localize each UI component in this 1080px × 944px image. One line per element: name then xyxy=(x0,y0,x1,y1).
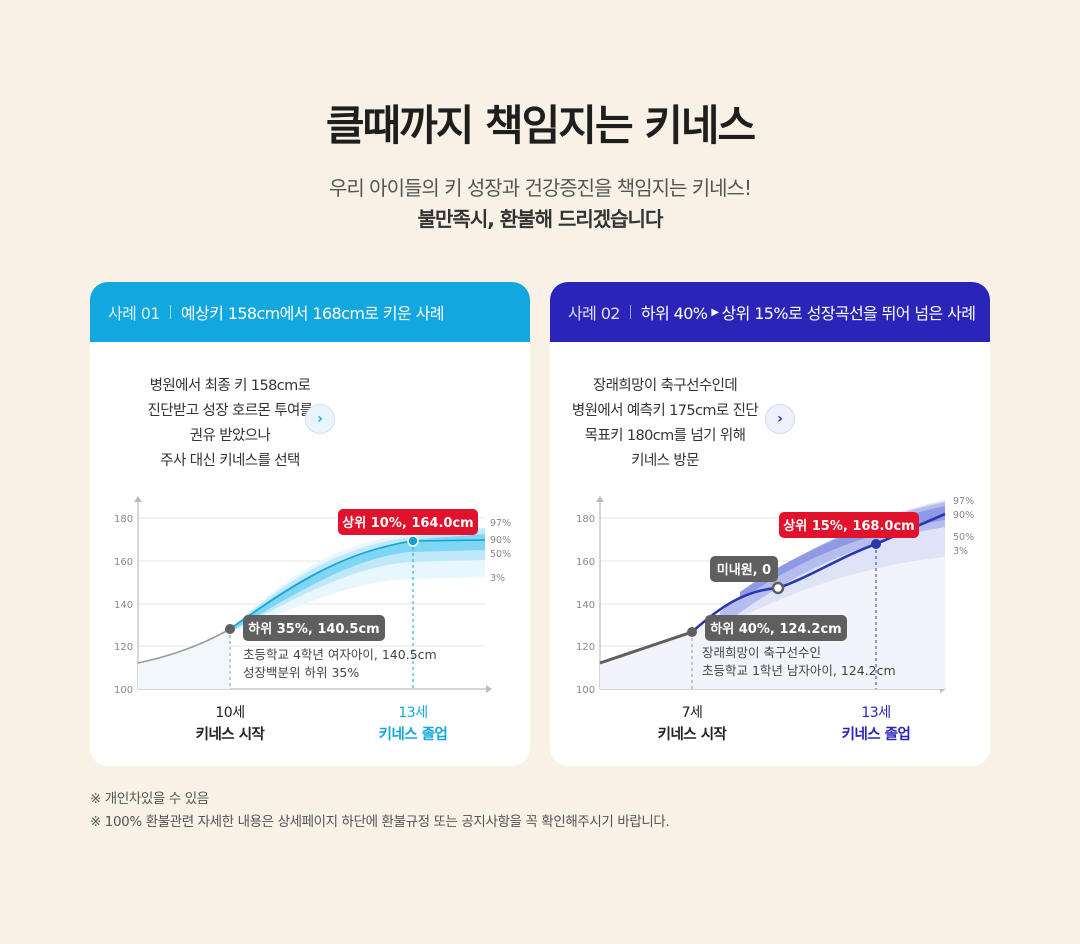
point-start xyxy=(225,624,235,634)
refund-promise: 불만족시, 환불해 드리겠습니다 xyxy=(417,207,664,231)
more-button[interactable]: › xyxy=(305,404,335,434)
percentile-label: 97% xyxy=(490,518,511,529)
end-label: 키네스 졸업 xyxy=(378,727,448,743)
point-end xyxy=(407,535,419,547)
y-axis-arrow xyxy=(134,496,142,502)
band-outer xyxy=(230,528,485,632)
start-tag: 하위 40%, 124.2cm xyxy=(710,621,841,637)
percentile-label: 3% xyxy=(953,546,968,557)
case-number: 사례 01 xyxy=(108,304,160,323)
divider xyxy=(629,305,631,319)
case-headline-a: 하위 40% xyxy=(640,304,708,323)
y-axis-arrow xyxy=(596,496,604,502)
case-note: 초등학교 1학년 남자아이, 124.2cm xyxy=(702,663,896,678)
page-title: 클때까지 책임지는 키네스 xyxy=(325,101,756,150)
desc-line: 장래희망이 축구선수인데 xyxy=(592,378,738,394)
case-description: 장래희망이 축구선수인데 병원에서 예측키 175cm로 진단 목표키 180c… xyxy=(565,374,765,474)
case-headline: 예상키 158cm에서 168cm로 키운 사례 xyxy=(180,304,445,323)
case-note: 성장백분위 하위 35% xyxy=(243,665,359,680)
x-axis-arrow xyxy=(486,685,492,693)
percentile-label: 50% xyxy=(490,549,511,560)
case-card-header: 사례 01 예상키 158cm에서 168cm로 키운 사례 xyxy=(90,282,530,342)
end-age: 13세 xyxy=(861,705,891,721)
band-inner xyxy=(230,534,485,632)
start-tag-bg xyxy=(705,615,847,641)
start-label: 키네스 시작 xyxy=(195,727,265,743)
percentile-label: 90% xyxy=(490,535,511,546)
desc-line: 병원에서 예측키 175cm로 진단 xyxy=(571,403,759,419)
start-age: 10세 xyxy=(215,705,245,721)
point-end xyxy=(871,539,881,549)
point-start xyxy=(687,627,697,637)
desc-line: 목표키 180cm를 넘기 위해 xyxy=(584,428,746,444)
case-description: 병원에서 최종 키 158cm로 진단받고 성장 호르몬 투여를 권유 받았으나… xyxy=(110,374,350,474)
end-tag-bg xyxy=(338,509,478,535)
area-lower-left xyxy=(600,632,692,689)
start-label: 키네스 시작 xyxy=(657,727,727,743)
x-label-end: 13세 키네스 졸업 xyxy=(343,702,483,746)
end-tag-bg xyxy=(779,512,919,538)
case-note: 장래희망이 축구선수인 xyxy=(702,645,821,660)
mid-tag-bg xyxy=(710,556,778,582)
y-tick-label: 160 xyxy=(576,557,595,568)
y-tick-label: 120 xyxy=(576,642,595,653)
end-tag: 상위 15%, 168.0cm xyxy=(783,519,914,534)
desc-line: 주사 대신 키네스를 선택 xyxy=(160,453,300,469)
y-tick-label: 180 xyxy=(576,514,595,525)
desc-line: 병원에서 최종 키 158cm로 xyxy=(149,378,311,394)
end-age: 13세 xyxy=(398,705,428,721)
area-lower xyxy=(138,629,230,689)
desc-line: 진단받고 성장 호르몬 투여를 xyxy=(147,403,314,419)
case-headline-b: 상위 15%로 성장곡선을 뛰어 넘은 사례 xyxy=(721,304,976,323)
desc-line: 키네스 방문 xyxy=(631,453,699,469)
footnote: ※ 100% 환불관련 자세한 내용은 상세페이지 하단에 환불규정 또는 공지… xyxy=(90,814,670,830)
end-label: 키네스 졸업 xyxy=(841,727,911,743)
start-tag-bg xyxy=(243,615,385,641)
end-tag: 상위 10%, 164.0cm xyxy=(342,516,473,531)
start-age: 7세 xyxy=(681,705,703,721)
desc-line: 권유 받았으나 xyxy=(189,428,271,444)
case-card-1: 사례 01 예상키 158cm에서 168cm로 키운 사례 병원에서 최종 키… xyxy=(90,282,530,766)
x-label-end: 13세 키네스 졸업 xyxy=(806,702,946,746)
x-label-start: 7세 키네스 시작 xyxy=(622,702,762,746)
growth-chart: 180 160 140 120 100 97% 90% 50% 3% 상위 10… xyxy=(114,496,511,696)
case-number: 사례 02 xyxy=(568,304,620,323)
percentile-label: 50% xyxy=(953,532,974,543)
y-tick-label: 160 xyxy=(114,557,133,568)
x-label-start: 10세 키네스 시작 xyxy=(160,702,300,746)
case-card-header: 사례 02 하위 40% ▶ 상위 15%로 성장곡선을 뛰어 넘은 사례 xyxy=(550,282,990,342)
y-tick-label: 120 xyxy=(114,642,133,653)
divider xyxy=(169,305,171,319)
footnote: ※ 개인차있을 수 있음 xyxy=(90,791,209,807)
start-tag: 하위 35%, 140.5cm xyxy=(248,621,379,637)
case-card-2: 사례 02 하위 40% ▶ 상위 15%로 성장곡선을 뛰어 넘은 사례 장래… xyxy=(550,282,990,766)
series-line-before xyxy=(599,630,693,665)
y-tick-label: 180 xyxy=(114,514,133,525)
percentile-label: 97% xyxy=(953,496,974,507)
y-tick-label: 140 xyxy=(576,600,595,611)
mid-tag: 미내원, 0 xyxy=(717,562,771,578)
series-line-after xyxy=(229,539,486,630)
series-line-before xyxy=(137,628,231,664)
y-tick-label: 100 xyxy=(114,685,133,696)
percentile-label: 3% xyxy=(490,573,505,584)
page-subtitle: 우리 아이들의 키 성장과 건강증진을 책임지는 키네스! xyxy=(329,176,752,200)
growth-chart: 180 160 140 120 100 97% 90% 50% 3% 상위 15… xyxy=(576,496,974,696)
more-button[interactable]: › xyxy=(765,404,795,434)
y-tick-label: 140 xyxy=(114,600,133,611)
chevron-right-icon: › xyxy=(317,411,323,427)
y-tick-label: 100 xyxy=(576,685,595,696)
triangle-right-icon: ▶ xyxy=(711,306,719,318)
chevron-right-icon: › xyxy=(777,411,783,427)
point-mid xyxy=(771,581,785,595)
percentile-label: 90% xyxy=(953,510,974,521)
case-note: 초등학교 4학년 여자아이, 140.5cm xyxy=(243,647,437,662)
